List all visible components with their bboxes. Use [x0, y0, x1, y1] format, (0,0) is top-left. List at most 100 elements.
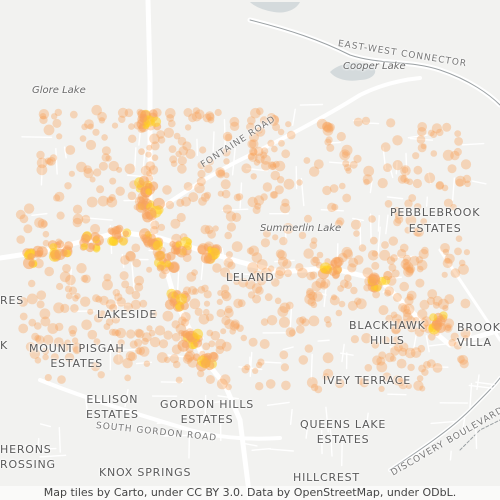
- heat-point: [62, 264, 71, 273]
- minor-street: [266, 401, 290, 406]
- east-connector-road: [438, 248, 500, 342]
- heat-point: [86, 196, 98, 208]
- heat-point: [207, 229, 217, 239]
- heat-point: [256, 127, 263, 134]
- heat-point: [192, 107, 200, 115]
- heat-point: [128, 123, 135, 130]
- east-west-connector-road-edge: [249, 19, 500, 106]
- heat-point: [72, 213, 84, 225]
- blackhawk-hills-line-1: BLACKHAWK: [349, 319, 426, 332]
- heat-point: [146, 170, 153, 177]
- heat-point: [285, 327, 296, 338]
- heat-point: [363, 178, 370, 186]
- heat-point: [98, 310, 107, 319]
- heat-point: [203, 191, 212, 199]
- heat-point: [225, 272, 234, 281]
- heat-point: [56, 282, 64, 291]
- heat-point: [392, 206, 401, 216]
- heat-point: [90, 362, 101, 372]
- heat-point: [106, 196, 114, 204]
- heat-point: [194, 109, 205, 120]
- heat-point: [148, 329, 156, 337]
- heat-point: [382, 372, 392, 382]
- heat-point: [400, 165, 411, 176]
- heat-point: [402, 308, 412, 318]
- heat-point: [260, 318, 269, 326]
- minor-street: [363, 122, 380, 125]
- heat-point: [281, 380, 291, 391]
- heat-point: [336, 217, 345, 226]
- heat-point: [464, 180, 471, 188]
- heat-point: [364, 364, 373, 372]
- heat-point-hot: [156, 264, 165, 272]
- heat-point: [406, 322, 417, 333]
- heat-point: [221, 315, 231, 326]
- heat-point: [306, 377, 318, 388]
- heat-point: [224, 231, 232, 240]
- heat-point: [36, 300, 45, 309]
- heat-point: [124, 374, 132, 382]
- gordon-hills-estates-line-2: ESTATES: [180, 413, 234, 426]
- heat-point: [278, 139, 285, 147]
- minor-street: [323, 277, 328, 308]
- heat-point: [149, 133, 160, 145]
- heat-point: [406, 290, 417, 301]
- heat-point: [383, 163, 392, 173]
- heat-point-hot: [148, 238, 155, 246]
- heat-point: [98, 117, 106, 124]
- heat-point: [342, 160, 350, 168]
- heat-point: [255, 286, 264, 295]
- heat-point: [279, 202, 291, 214]
- heat-point: [40, 220, 48, 228]
- minor-street: [246, 265, 264, 269]
- heat-point: [421, 368, 429, 376]
- heat-point: [455, 178, 464, 187]
- queens-lake-estates-line-1: QUEENS LAKE: [300, 418, 387, 431]
- heat-point: [34, 357, 42, 364]
- heat-point: [159, 271, 167, 279]
- heat-point: [97, 371, 105, 379]
- heat-point-hot: [135, 201, 147, 213]
- heat-point: [119, 271, 129, 281]
- heat-point: [225, 251, 233, 259]
- heat-point: [83, 165, 92, 174]
- heat-point: [329, 184, 339, 193]
- heat-point: [270, 115, 280, 124]
- heat-point: [203, 308, 210, 316]
- pebblebrook-estates-line-1: PEBBLEBROOK: [390, 206, 481, 219]
- heat-point: [65, 292, 73, 300]
- heat-point: [15, 209, 26, 220]
- heat-point: [398, 347, 408, 357]
- heat-point: [417, 122, 428, 132]
- heat-point: [183, 182, 193, 191]
- heat-point: [424, 172, 436, 184]
- heat-point: [357, 377, 365, 385]
- heat-point: [128, 352, 137, 362]
- heat-point: [105, 299, 116, 310]
- heat-point: [163, 330, 173, 340]
- heat-point: [371, 250, 378, 257]
- heat-point: [44, 157, 52, 165]
- heat-point: [420, 143, 427, 150]
- heat-point: [454, 137, 463, 146]
- heat-point-hot: [197, 243, 209, 255]
- minor-street: [305, 425, 309, 439]
- heat-point: [222, 131, 233, 142]
- heat-point: [191, 111, 202, 122]
- heat-point: [262, 182, 273, 192]
- heat-point: [163, 127, 174, 138]
- heat-point: [339, 149, 351, 161]
- heat-point: [241, 163, 252, 174]
- heat-point: [252, 206, 261, 214]
- minor-street: [476, 374, 480, 391]
- heat-point: [176, 198, 185, 207]
- heat-point: [64, 182, 72, 190]
- heat-point: [414, 227, 424, 238]
- heat-point: [399, 243, 409, 253]
- heat-point: [250, 107, 261, 119]
- minor-street: [24, 444, 37, 448]
- heat-point: [138, 346, 150, 357]
- heat-point: [183, 108, 193, 117]
